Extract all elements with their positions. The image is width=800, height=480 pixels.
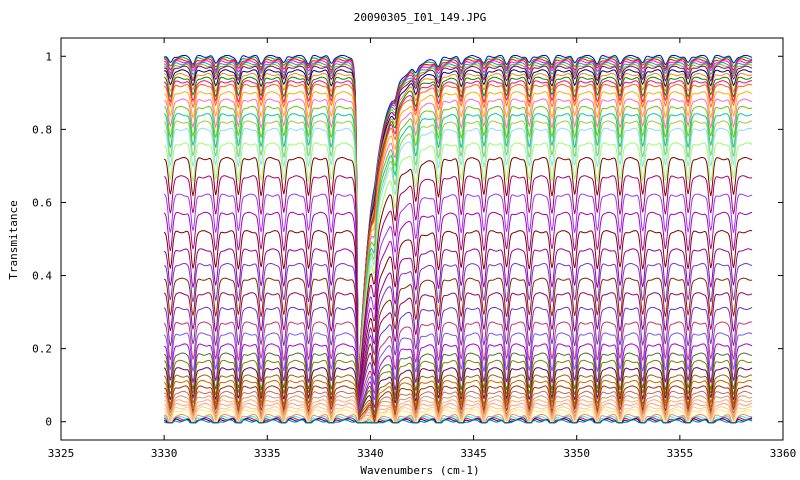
series-line <box>163 193 753 404</box>
series-line <box>163 113 753 396</box>
series-line <box>163 248 753 408</box>
series-line <box>163 56 753 390</box>
series-line <box>163 321 753 416</box>
series-line <box>163 262 753 409</box>
series-line <box>163 230 753 407</box>
series-line <box>164 72 753 392</box>
series-line <box>163 60 753 391</box>
series-line <box>163 419 753 424</box>
x-tick-label: 3330 <box>151 447 178 460</box>
series-line <box>163 277 753 412</box>
series-line <box>163 211 753 406</box>
series-line <box>163 80 753 392</box>
x-tick-label: 3345 <box>460 447 487 460</box>
x-tick-label: 3355 <box>667 447 694 460</box>
x-tick-label: 3350 <box>563 447 590 460</box>
x-axis-label: Wavenumbers (cm-1) <box>360 464 479 477</box>
y-tick-label: 0.6 <box>32 196 52 209</box>
series-line <box>163 402 753 424</box>
series-line <box>163 175 753 402</box>
plot-frame <box>60 37 784 441</box>
y-tick-label: 0.4 <box>32 270 52 283</box>
series-line <box>164 69 753 391</box>
series-line <box>163 406 753 424</box>
series-line <box>163 54 753 388</box>
series-line <box>163 91 753 392</box>
chart-title: 20090305_I01_149.JPG <box>354 11 486 24</box>
series-line <box>163 63 753 389</box>
series-line <box>163 385 753 424</box>
series-line <box>163 83 753 392</box>
series-line <box>163 367 753 422</box>
series-line <box>163 61 753 390</box>
series-line <box>163 156 753 399</box>
y-tick-label: 0.2 <box>32 343 52 356</box>
y-axis-label: Transmitance <box>7 200 20 279</box>
x-tick-label: 3335 <box>254 447 281 460</box>
series-line <box>163 306 753 416</box>
y-tick-label: 0 <box>45 416 52 429</box>
series-line <box>163 343 753 417</box>
y-tick-label: 1 <box>45 50 52 63</box>
x-axis: 3325 3330 3335 3340 3345 3350 3355 3360 <box>48 38 797 460</box>
series-line <box>163 332 753 416</box>
series-line <box>164 98 753 393</box>
x-tick-label: 3340 <box>357 447 384 460</box>
series-line <box>163 374 753 422</box>
series-line <box>163 105 753 395</box>
series-line <box>163 142 753 397</box>
series-line <box>164 58 753 391</box>
series-line <box>163 127 753 396</box>
series-line <box>163 379 753 422</box>
series-group <box>163 54 753 424</box>
y-axis: 0 0.2 0.4 0.6 0.8 1 <box>32 50 783 429</box>
series-line <box>164 65 753 389</box>
y-tick-label: 0.8 <box>32 123 52 136</box>
x-tick-label: 3325 <box>48 447 75 460</box>
series-line <box>163 120 753 397</box>
x-tick-label: 3360 <box>770 447 797 460</box>
series-line <box>163 292 753 414</box>
series-line <box>163 76 753 393</box>
